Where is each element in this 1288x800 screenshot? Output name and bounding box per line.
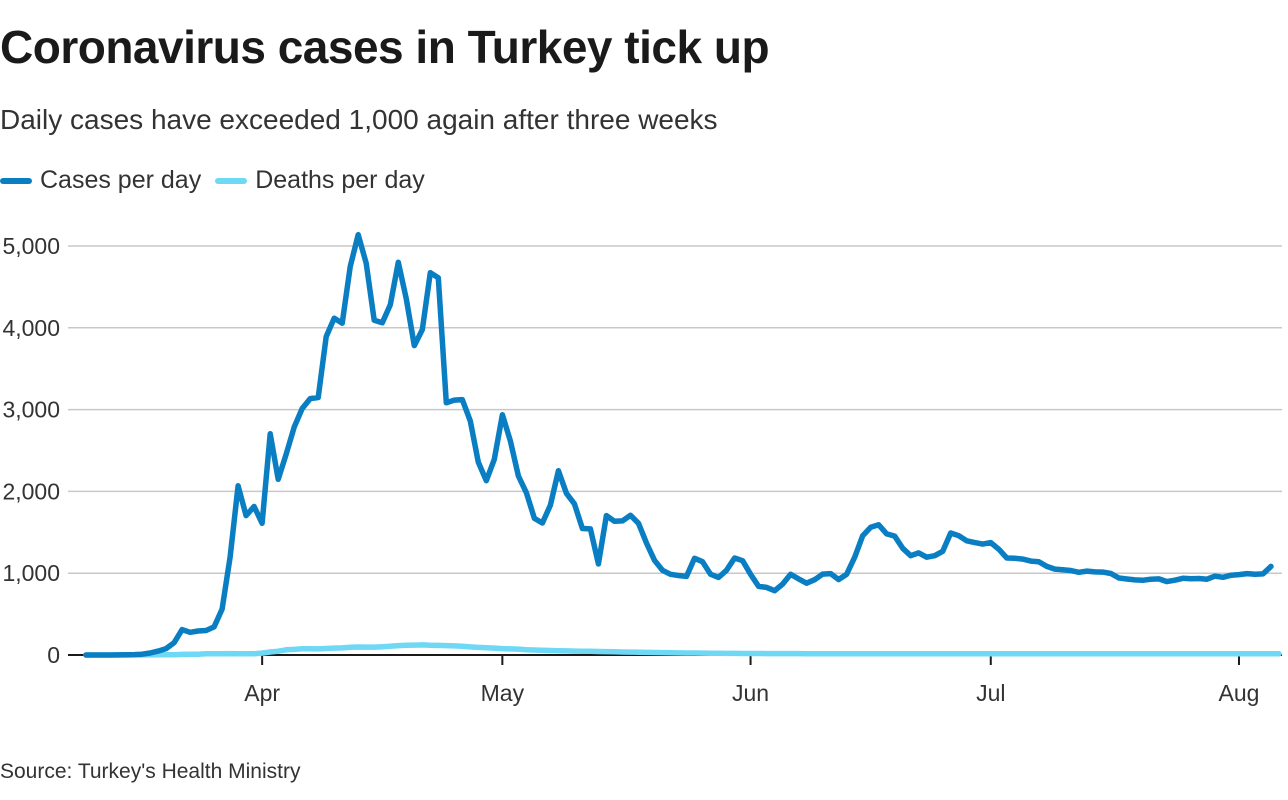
series-line-cases xyxy=(83,231,1274,658)
y-tick-label: 1,000 xyxy=(2,560,60,586)
legend-swatch-deaths xyxy=(215,177,248,184)
x-tick-label: May xyxy=(481,680,525,706)
legend-item-cases: Cases per day xyxy=(0,166,201,195)
x-tick-label: Jul xyxy=(976,680,1005,706)
y-tick-label: 2,000 xyxy=(2,478,60,504)
y-tick-label: 4,000 xyxy=(2,315,60,341)
x-tick-label: Aug xyxy=(1219,680,1260,706)
x-tick-label: Apr xyxy=(244,680,280,706)
series-line-deaths xyxy=(83,642,1282,658)
legend-label-deaths: Deaths per day xyxy=(255,166,425,194)
source-note: Source: Turkey's Health Ministry xyxy=(0,760,301,783)
line-chart: 0 1,000 2,000 3,000 4,000 5,000 Apr May Jun Jul Au… xyxy=(2,231,1282,706)
x-tick-label: Jun xyxy=(732,680,769,706)
y-tick-label: 3,000 xyxy=(2,397,60,423)
y-tick-label: 0 xyxy=(47,642,60,668)
legend-label-cases: Cases per day xyxy=(40,166,202,194)
legend-swatch-cases xyxy=(0,177,32,184)
y-tick-label: 5,000 xyxy=(2,233,60,259)
chart-title: Coronavirus cases in Turkey tick up xyxy=(0,21,770,73)
legend-item-deaths: Deaths per day xyxy=(215,166,425,195)
legend: Cases per day Deaths per day xyxy=(0,166,439,195)
chart-subtitle: Daily cases have exceeded 1,000 again af… xyxy=(0,104,718,135)
